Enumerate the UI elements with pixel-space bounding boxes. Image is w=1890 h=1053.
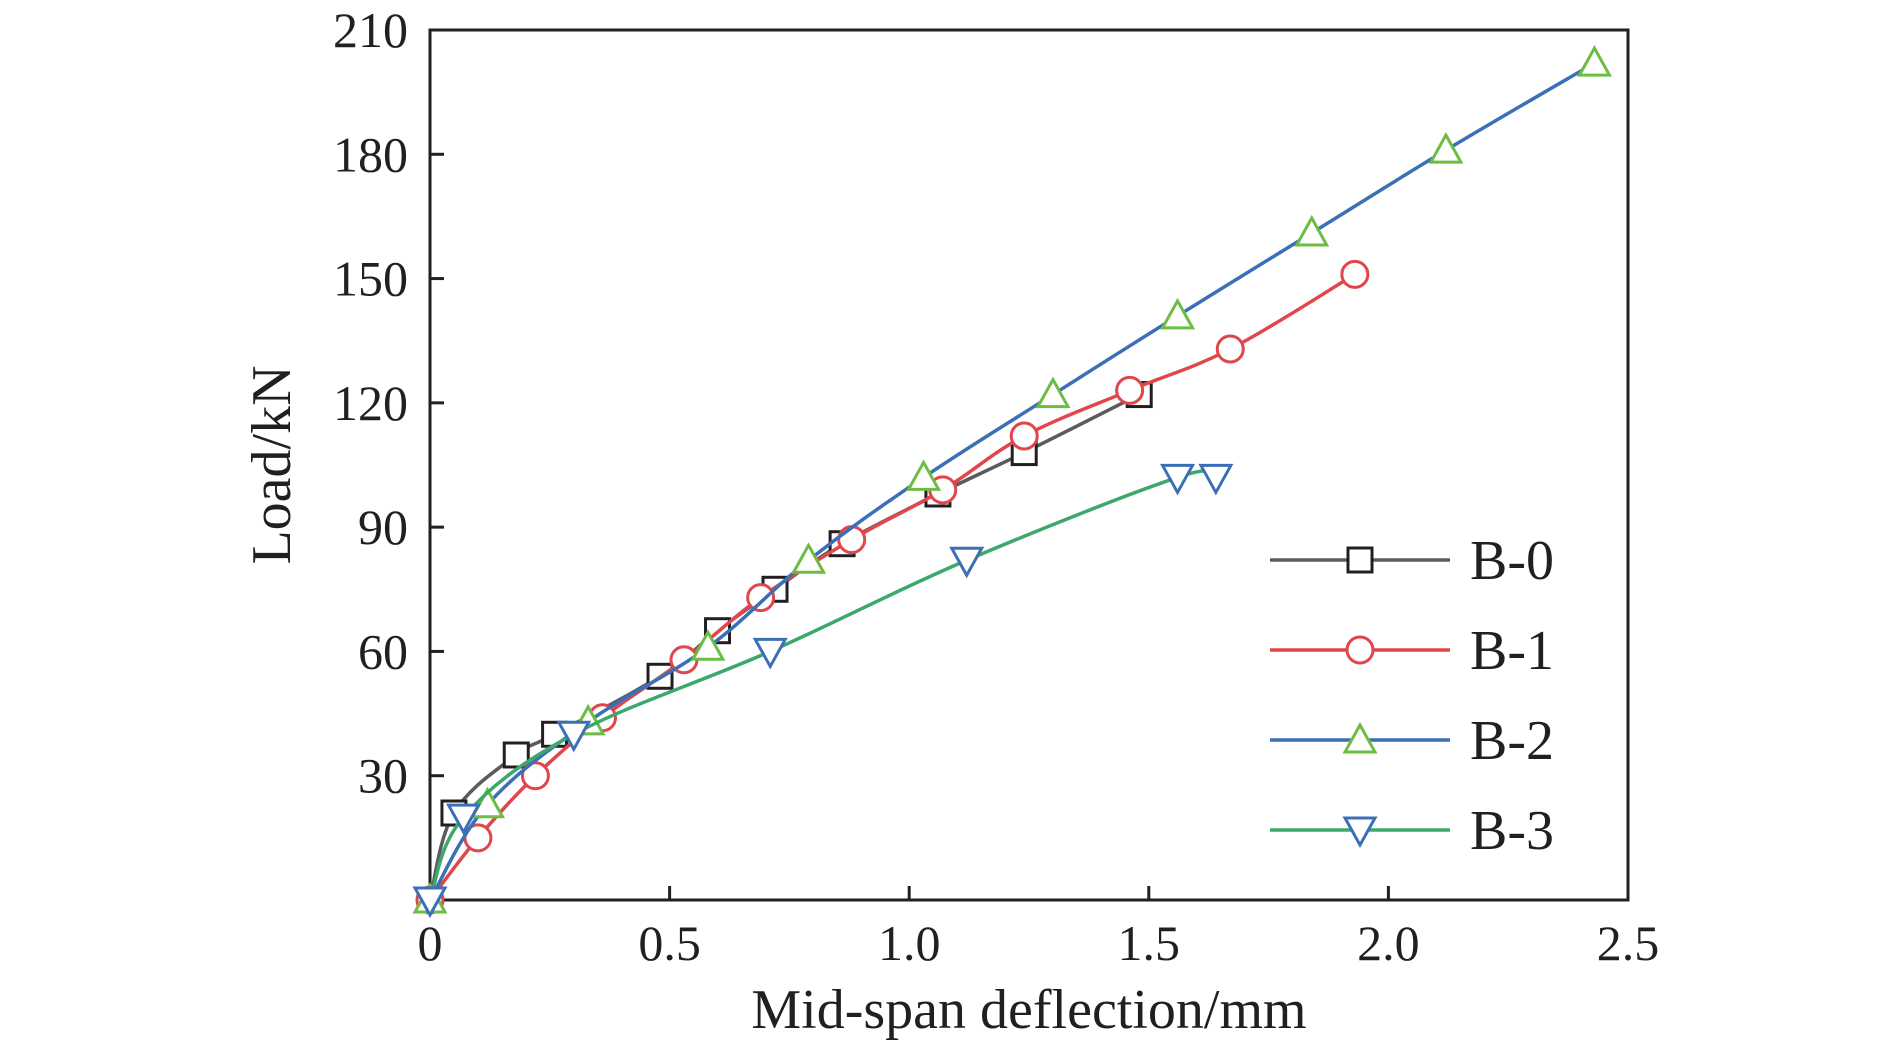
x-tick-label: 1.5	[1118, 915, 1181, 971]
data-point-b-2	[1428, 132, 1464, 164]
data-point-b-2	[906, 459, 942, 491]
data-point-b-3	[445, 803, 482, 836]
series-line-b-1	[428, 272, 1356, 902]
legend-label: B-3	[1470, 800, 1554, 862]
legend-marker	[1342, 816, 1378, 849]
data-point-b-3	[412, 886, 448, 919]
y-tick-label: 120	[333, 375, 408, 431]
series-line-b-0	[428, 393, 1141, 901]
legend-marker	[1345, 635, 1375, 665]
data-point-b-0	[502, 741, 530, 769]
series-b-0	[416, 381, 1153, 914]
x-tick-label: 2.5	[1597, 915, 1660, 971]
y-tick-label: 90	[358, 499, 408, 555]
y-tick-label: 150	[333, 251, 408, 307]
x-tick-label: 2.0	[1357, 915, 1420, 971]
legend-label: B-1	[1470, 620, 1554, 682]
legend: B-0 B-1 B-2 B-3	[1270, 530, 1554, 862]
legend-item-b-2: B-2	[1270, 710, 1554, 772]
legend-label: B-0	[1470, 530, 1554, 592]
data-point-b-1	[837, 525, 867, 555]
series-b-2	[412, 45, 1613, 914]
plot-frame	[428, 28, 1630, 902]
data-point-b-1	[746, 583, 776, 613]
legend-item-b-0: B-0	[1270, 530, 1554, 592]
data-point-b-1	[1340, 259, 1370, 289]
legend-marker	[1346, 546, 1374, 574]
x-axis-title: Mid-span deflection/mm	[751, 979, 1306, 1041]
y-tick-label: 210	[333, 2, 408, 58]
series-b-3	[412, 463, 1234, 919]
series-layer	[412, 45, 1613, 919]
y-tick-label: 180	[333, 126, 408, 182]
data-point-b-1	[1115, 375, 1145, 405]
data-point-b-3	[1160, 463, 1196, 496]
data-point-b-2	[1160, 297, 1196, 330]
data-point-b-3	[752, 637, 788, 670]
data-point-b-1	[520, 761, 550, 791]
x-tick-label: 1.0	[878, 915, 941, 971]
data-point-b-2	[1035, 376, 1071, 409]
data-point-b-2	[791, 542, 827, 574]
data-point-b-2	[1294, 214, 1330, 247]
legend-item-b-3: B-3	[1270, 800, 1554, 862]
data-point-b-1	[1215, 334, 1245, 364]
series-b-1	[415, 259, 1370, 915]
legend-marker	[1342, 721, 1378, 754]
axes: 0 0.5 1.0 1.5 2.0 2.5 30 60 90 120 150 180 210 Mid-sp…	[241, 2, 1659, 1041]
data-point-b-3	[949, 546, 985, 579]
x-tick-label: 0	[418, 915, 443, 971]
legend-label: B-2	[1470, 710, 1554, 772]
series-line-b-2	[428, 61, 1596, 901]
series-line-b-3	[428, 469, 1217, 901]
data-point-b-2	[469, 786, 506, 819]
y-tick-label: 60	[358, 623, 408, 679]
data-point-b-2	[690, 629, 726, 661]
legend-item-b-1: B-1	[1270, 620, 1554, 682]
data-point-b-2	[1576, 45, 1613, 77]
x-tick-label: 0.5	[638, 915, 701, 971]
y-tick-label: 30	[358, 748, 408, 804]
data-point-b-1	[1009, 421, 1039, 451]
data-point-b-3	[556, 720, 592, 753]
y-axis-title: Load/kN	[241, 365, 303, 564]
data-point-b-3	[1198, 463, 1234, 496]
